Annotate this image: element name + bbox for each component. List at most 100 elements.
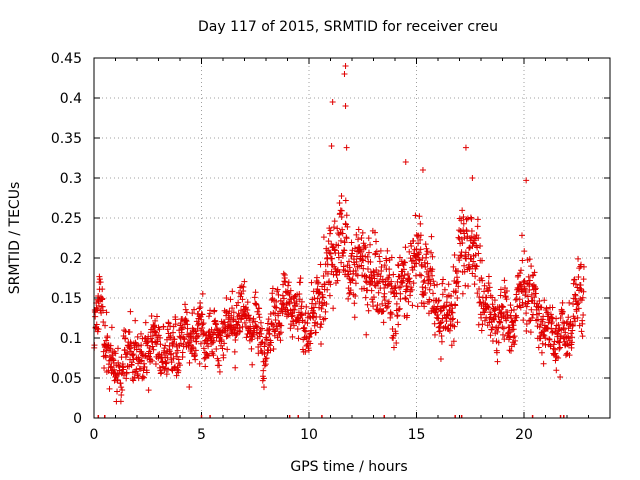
data-point (483, 294, 490, 301)
data-point (346, 264, 353, 271)
data-point (102, 322, 109, 329)
data-point (260, 367, 267, 374)
data-point (255, 311, 262, 318)
data-point (326, 230, 333, 237)
data-point (362, 294, 369, 301)
data-point (314, 295, 321, 302)
data-point (373, 238, 380, 245)
data-point (410, 237, 417, 244)
data-point (266, 331, 273, 338)
data-point (455, 234, 462, 241)
x-tick-label: 10 (300, 427, 318, 443)
data-point (357, 246, 364, 253)
data-point (486, 284, 493, 291)
y-tick-label: 0.25 (51, 211, 82, 227)
data-point (489, 301, 496, 308)
data-point (530, 271, 537, 278)
data-point (319, 302, 326, 309)
data-point (381, 290, 388, 297)
data-point (408, 258, 415, 265)
data-point (365, 249, 372, 256)
data-point (220, 354, 227, 361)
data-point (580, 263, 587, 270)
data-point (298, 298, 305, 305)
data-point (437, 319, 444, 326)
y-tick-label: 0.2 (60, 251, 82, 267)
data-point (233, 318, 240, 325)
data-point (466, 244, 473, 251)
data-point (244, 299, 251, 306)
data-point (431, 320, 438, 327)
data-point (104, 333, 111, 340)
data-point (258, 325, 265, 332)
data-point (476, 285, 483, 292)
data-point (316, 313, 323, 320)
data-point (481, 317, 488, 324)
data-point (320, 294, 327, 301)
data-point (322, 315, 329, 322)
data-point (396, 305, 403, 312)
data-point (578, 328, 585, 335)
x-tick-label: 0 (90, 427, 99, 443)
data-point (160, 323, 167, 330)
data-point (460, 220, 467, 227)
data-point (421, 303, 428, 310)
data-point (259, 339, 266, 346)
data-point (310, 307, 317, 314)
data-point (478, 327, 485, 334)
data-point (377, 273, 384, 280)
data-point (263, 336, 270, 343)
data-point (252, 318, 259, 325)
data-point (529, 283, 536, 290)
data-point (547, 342, 554, 349)
data-point (390, 344, 397, 351)
data-point (531, 269, 538, 276)
data-point (370, 303, 377, 310)
data-point (404, 271, 411, 278)
data-point (525, 298, 532, 305)
data-point (439, 291, 446, 298)
data-point (430, 290, 437, 297)
x-tick-label: 20 (515, 427, 533, 443)
data-point (282, 278, 289, 285)
data-point (499, 331, 506, 338)
data-point (331, 218, 338, 225)
data-point (569, 322, 576, 329)
data-point (184, 325, 191, 332)
data-point (103, 368, 110, 375)
data-point (121, 327, 128, 334)
data-point (197, 304, 204, 311)
data-point (364, 265, 371, 272)
data-point (346, 289, 353, 296)
data-point (317, 324, 324, 331)
data-point (429, 266, 436, 273)
data-point (552, 357, 559, 364)
data-point (108, 324, 115, 331)
data-point (572, 318, 579, 325)
data-point (510, 326, 517, 333)
data-point (367, 259, 374, 266)
data-point (492, 312, 499, 319)
data-point (549, 304, 556, 311)
data-point (512, 337, 519, 344)
data-point (468, 227, 475, 234)
data-point (528, 306, 535, 313)
data-point (202, 363, 209, 370)
data-point (318, 305, 325, 312)
data-point (302, 348, 309, 355)
data-point (146, 344, 153, 351)
data-point (510, 306, 517, 313)
data-point (115, 371, 122, 378)
data-point (126, 328, 133, 335)
data-point (417, 232, 424, 239)
data-point (550, 341, 557, 348)
data-point (275, 291, 282, 298)
chart-title: Day 117 of 2015, SRMTID for receiver cre… (198, 19, 498, 35)
data-point (269, 295, 276, 302)
data-point (287, 287, 294, 294)
data-point (356, 247, 363, 254)
data-point (205, 352, 212, 359)
data-point (485, 304, 492, 311)
data-point (420, 279, 427, 286)
data-point (381, 285, 388, 292)
